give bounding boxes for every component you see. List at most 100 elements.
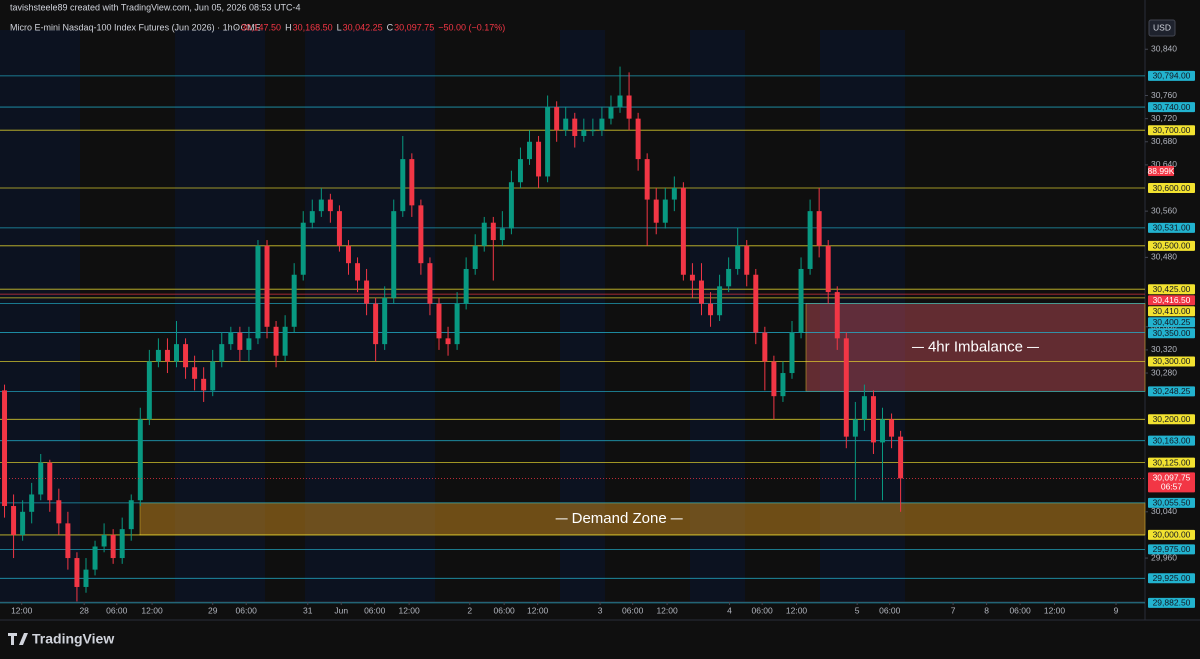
y-tick-label: 30,840 [1151,44,1177,54]
candle-body [309,211,315,223]
candle-body [454,303,460,345]
candle-body [110,534,116,559]
level-badge-label: 30,000.00 [1153,530,1191,540]
candle-body [445,338,451,345]
level-badge [1148,597,1195,608]
candle-body [183,344,189,368]
candle-body [762,332,768,362]
candle-body [318,199,324,212]
x-tick-label: 12:00 [398,605,420,615]
x-tick-label: 4 [727,605,732,615]
candle-body [155,349,161,362]
x-tick-label: 3 [598,605,603,615]
candle-body [2,390,8,507]
x-tick-label: 9 [1114,605,1119,615]
level-badge [1148,386,1195,397]
candle-body [291,274,297,327]
level-badge [1148,435,1195,446]
candle-body [843,338,849,437]
x-tick-label: 06:00 [494,605,516,615]
candle-body [436,303,442,339]
candle-body [608,107,614,119]
x-tick-label: Jun [334,605,348,615]
candle-body [617,95,623,108]
candle-body [418,205,424,264]
x-tick-label: 06:00 [106,605,128,615]
logo-text: TradingView [32,631,114,647]
x-tick-label: 28 [79,605,89,615]
candle-body [327,199,333,212]
candle-body [653,199,659,223]
candle-body [228,332,234,345]
candle-body [563,118,569,131]
zone [805,303,1146,392]
candle-body [74,558,80,587]
credit: tavishsteele89 created with TradingView.… [10,2,301,12]
y-tick-label: 30,480 [1151,252,1177,262]
logo-mark [8,633,28,645]
candle-body [137,419,143,501]
candle-body [789,332,795,374]
level-badge-label: 30,531.00 [1153,223,1191,233]
currency: USD [1153,22,1171,32]
candle-body [201,378,207,391]
level-badge [1148,317,1195,328]
candle-body [517,159,523,183]
candle-body [861,396,867,420]
candle-body [427,263,433,304]
level-badge [1148,306,1195,317]
level-badge-label: 30,600.00 [1153,183,1191,193]
candle-body [92,546,98,570]
level-badge [1148,328,1195,339]
candle-body [47,462,53,501]
x-tick-label: 8 [984,605,989,615]
candle-body [889,419,895,437]
candle-body [536,141,542,177]
ohlc-value: 30,147.50 [241,22,281,32]
candle-body [282,326,288,356]
candle-body [508,182,514,229]
candle-body [717,286,723,316]
candle-body [753,274,759,333]
level-badge-label: 30,163.00 [1153,435,1191,445]
level-badge-label: 30,740.00 [1153,102,1191,112]
candle-body [463,268,469,304]
y-tick-label: 30,320 [1151,344,1177,354]
level-badge [1148,356,1195,367]
level-badge-label: 30,410.00 [1153,306,1191,316]
candle-body [192,367,198,379]
candle-body [527,141,532,160]
level-badge-label: 30,500.00 [1153,241,1191,251]
candle-body [29,494,35,512]
last-price-badge [1148,472,1195,493]
level-badge [1148,70,1195,81]
level-badge-label: 29,925.00 [1153,573,1191,583]
candle-body [662,199,668,223]
candle-body [852,419,858,437]
volume-label: 88.99K [1148,166,1175,176]
candle-body [744,245,750,275]
ohlc-value: 30,097.75 [394,22,434,32]
level-badge-label: 30,794.00 [1153,71,1191,81]
x-tick-label: 31 [303,605,313,615]
y-tick-label: 30,680 [1151,136,1177,146]
candle-body [635,118,641,160]
candle-body [870,396,876,443]
level-badge-label: 30,700.00 [1153,125,1191,135]
level-badge-label: 30,400.25 [1153,317,1191,327]
candle-body [255,245,261,339]
candle-body [391,211,397,298]
candle-body [898,436,904,479]
candle-body [56,500,62,524]
x-tick-label: 12:00 [141,605,163,615]
candle-body [816,211,822,246]
candle-body [880,419,885,443]
ohlc-key: L [337,22,342,32]
candle-body [128,500,134,530]
x-tick-label: 06:00 [1009,605,1031,615]
candle-body [490,222,496,241]
ohlc-value: 30,168.50 [293,22,333,32]
zone [139,502,1146,536]
level-badge [1148,573,1195,584]
candle-body [644,159,650,200]
